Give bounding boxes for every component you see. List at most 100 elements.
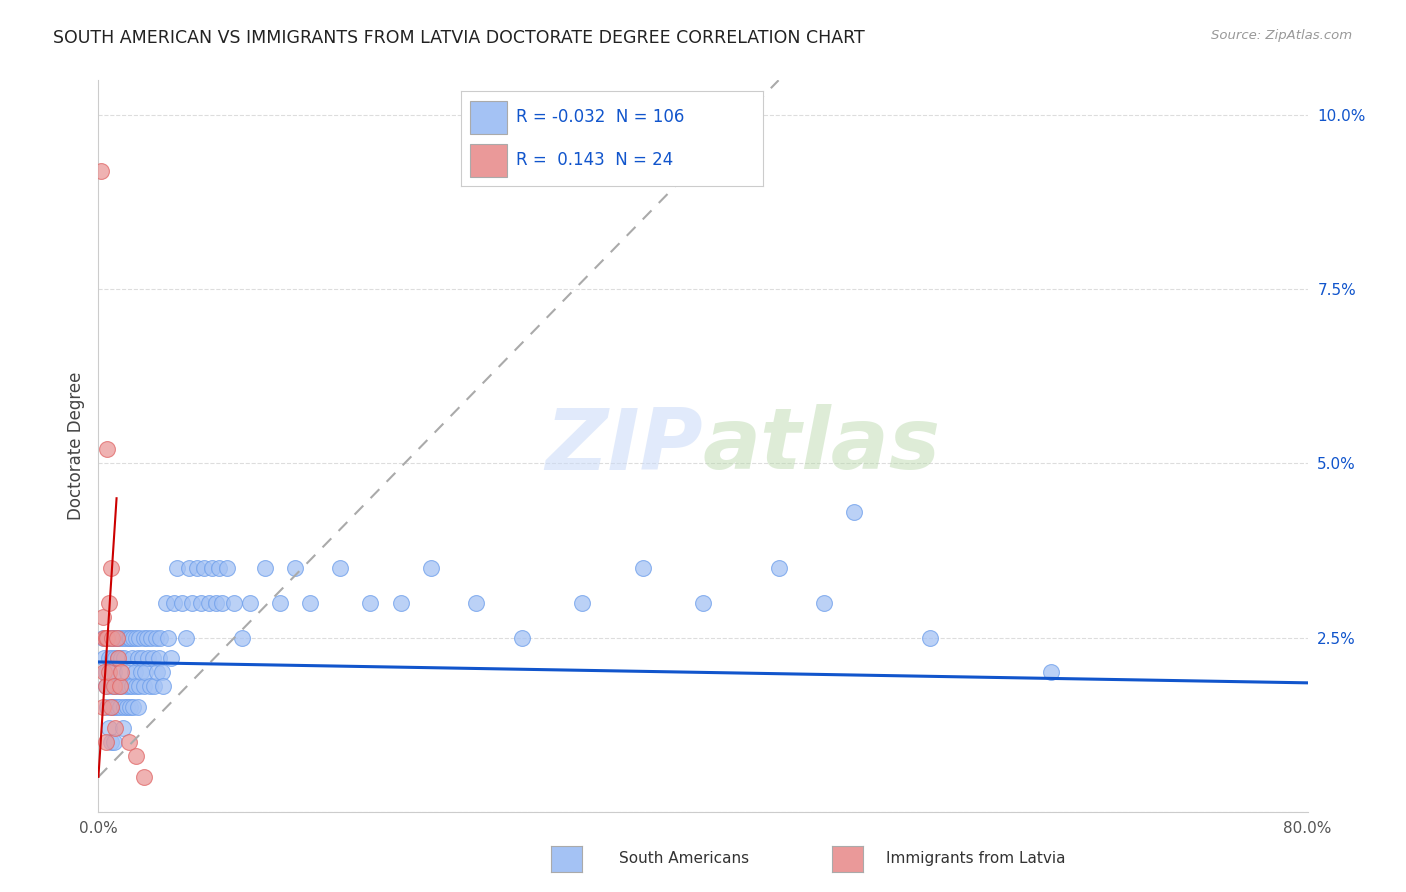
Point [93,651,115,665]
Text: Source: ZipAtlas.com: Source: ZipAtlas.com [1212,29,1353,42]
Point [98,596,121,610]
Point [98,651,121,665]
Point [128,679,150,693]
Point [150,665,173,680]
Point [631,561,654,575]
Point [149,631,172,645]
Point [104,721,127,735]
Point [98,721,121,735]
Point [918,631,941,645]
Point [211,596,233,610]
Point [197,596,219,610]
Point [107,651,129,665]
Point [112,651,135,665]
Point [132,679,155,693]
Point [90,164,112,178]
Point [148,651,170,665]
Point [103,735,125,749]
Point [118,631,141,645]
Text: South Americans: South Americans [619,851,749,865]
Point [100,561,122,575]
Point [114,631,136,645]
Point [103,631,125,645]
Point [94,665,117,680]
Point [118,679,141,693]
Point [111,631,134,645]
Point [96,700,118,714]
Point [100,735,122,749]
Point [145,631,167,645]
Point [132,770,155,784]
Text: ZIP: ZIP [546,404,703,488]
Point [152,679,174,693]
Point [190,596,212,610]
Point [231,631,253,645]
Point [692,596,714,610]
Point [131,651,153,665]
Text: SOUTH AMERICAN VS IMMIGRANTS FROM LATVIA DOCTORATE DEGREE CORRELATION CHART: SOUTH AMERICAN VS IMMIGRANTS FROM LATVIA… [53,29,865,46]
Point [143,679,166,693]
Point [125,749,148,764]
Point [174,631,197,645]
Point [299,596,322,610]
Point [101,700,124,714]
Point [239,596,262,610]
Point [142,651,165,665]
Point [139,679,162,693]
Point [135,631,157,645]
Point [128,631,150,645]
Point [120,631,142,645]
Point [115,700,138,714]
Point [94,631,117,645]
Point [105,631,128,645]
Point [91,609,114,624]
Point [96,631,118,645]
Point [125,631,148,645]
Point [146,665,169,680]
Point [93,631,115,645]
Point [389,596,412,610]
Point [110,679,132,693]
Point [100,700,122,714]
Point [122,700,145,714]
Point [253,561,276,575]
Point [224,596,246,610]
Point [201,561,224,575]
Point [103,665,125,680]
Point [205,596,228,610]
Point [510,631,533,645]
Point [91,631,114,645]
Point [94,735,117,749]
Point [115,665,138,680]
Point [155,596,177,610]
Point [108,679,131,693]
Point [1039,665,1062,680]
Point [104,651,127,665]
Point [166,561,188,575]
Point [132,631,155,645]
Point [163,596,186,610]
Point [121,679,143,693]
Point [100,631,122,645]
Point [103,679,125,693]
Point [813,596,835,610]
Point [124,665,146,680]
Point [105,631,128,645]
Point [104,679,127,693]
Point [110,651,132,665]
Point [110,665,132,680]
Point [94,679,117,693]
Point [107,651,129,665]
Point [96,631,118,645]
Point [208,561,231,575]
Point [93,665,115,680]
Point [170,596,193,610]
Point [101,651,124,665]
Point [103,700,125,714]
Point [193,561,215,575]
Y-axis label: Doctorate Degree: Doctorate Degree [66,372,84,520]
Point [121,651,143,665]
Point [112,700,135,714]
Point [844,505,866,519]
Point [186,561,208,575]
